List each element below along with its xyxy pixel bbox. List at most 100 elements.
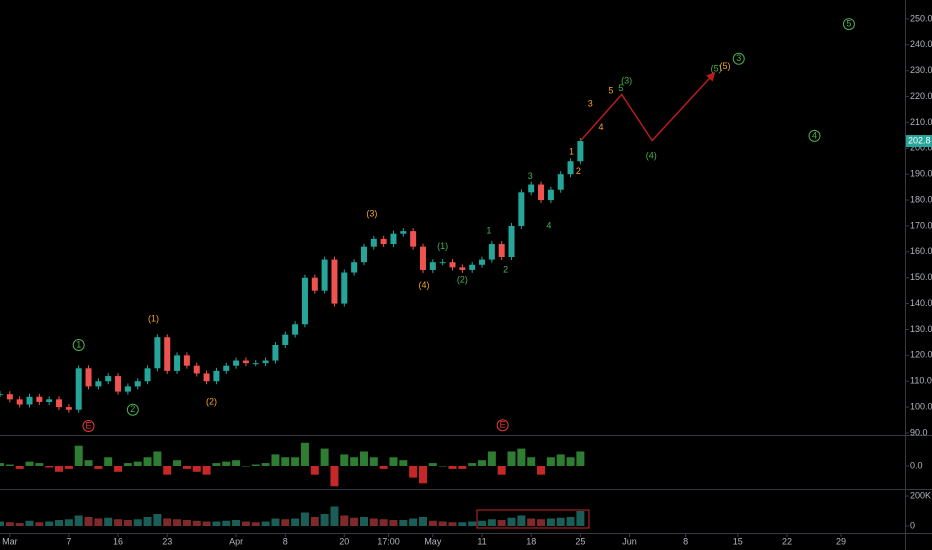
candle: [449, 262, 456, 268]
bar: [537, 465, 546, 475]
y-tick-label: 160.0: [910, 246, 932, 256]
bar: [261, 463, 270, 466]
y-tick-label: 220.0: [910, 91, 932, 101]
bar: [438, 521, 447, 526]
bar: [192, 520, 201, 526]
bar: [497, 520, 506, 526]
candle: [16, 399, 23, 405]
wave-label: 3: [588, 99, 593, 109]
bar: [133, 461, 142, 466]
candle: [0, 394, 3, 396]
bar: [320, 448, 329, 466]
bar: [241, 465, 250, 467]
wave-circle: [72, 339, 85, 352]
wave-label: (4): [646, 150, 657, 160]
bar: [546, 518, 555, 526]
wave-circle: [82, 420, 95, 433]
bar: [222, 520, 231, 526]
candle: [400, 231, 407, 234]
wave-label: 4: [546, 220, 551, 230]
wave-circle: [808, 129, 821, 142]
bar: [517, 448, 526, 466]
bar: [458, 465, 467, 469]
y-tick-label: 240.0: [910, 39, 932, 49]
candle: [321, 259, 328, 291]
bar: [409, 518, 418, 526]
wave-label: 2: [503, 264, 508, 274]
bar: [418, 517, 427, 526]
bar: [163, 465, 172, 475]
bar: [566, 517, 575, 526]
y-tick-label: 170.0: [910, 220, 932, 230]
candle: [488, 244, 495, 260]
bar: [55, 520, 64, 526]
wave-label: 5: [846, 18, 851, 28]
bar: [123, 463, 132, 466]
bar: [487, 451, 496, 466]
bar: [15, 523, 24, 526]
y-tick-label: 190.0: [910, 169, 932, 179]
bar: [438, 465, 447, 467]
candle: [85, 368, 92, 387]
wave-label: 5: [608, 86, 613, 96]
candle: [95, 381, 102, 387]
candle: [203, 373, 210, 382]
candle: [46, 399, 53, 402]
candle: [272, 345, 279, 361]
bar: [35, 463, 44, 466]
bar: [517, 515, 526, 526]
bar: [232, 460, 241, 466]
candle: [518, 192, 525, 226]
candle: [115, 376, 122, 392]
y-tick-label: 90.0: [910, 427, 928, 437]
candle: [508, 225, 515, 258]
bar: [64, 465, 73, 469]
candle: [144, 368, 151, 382]
wave-label: (3): [621, 75, 632, 85]
bar: [25, 461, 34, 466]
x-tick-label: 8: [283, 536, 288, 546]
x-tick-label: Apr: [229, 536, 243, 546]
y-tick-label: 210.0: [910, 117, 932, 127]
bar: [537, 519, 546, 526]
candle: [193, 365, 200, 374]
wave-label: 2: [130, 404, 135, 414]
candle: [360, 246, 367, 263]
wave-label: 4: [599, 122, 604, 132]
wave-label: 3: [528, 171, 533, 181]
wave-label: (2): [457, 275, 468, 285]
bar: [143, 457, 152, 466]
x-tick-label: 7: [66, 536, 71, 546]
x-tick-label: 8: [683, 536, 688, 546]
bar: [251, 522, 260, 526]
bar: [212, 521, 221, 526]
wave-label: (1): [437, 241, 448, 251]
wave-label: 1: [486, 225, 491, 235]
bar: [281, 519, 290, 526]
bar: [468, 521, 477, 526]
bar: [350, 457, 359, 466]
bar: [271, 454, 280, 466]
bar: [409, 465, 418, 478]
bar: [281, 457, 290, 466]
candle: [174, 355, 181, 371]
candle: [6, 394, 13, 400]
y-tick-label: 0: [910, 520, 915, 530]
wave-label: 1: [76, 339, 81, 349]
bar: [212, 463, 221, 466]
bar: [104, 517, 113, 526]
y-tick-label: 110.0: [910, 376, 932, 386]
candle: [351, 262, 358, 273]
x-tick-label: Mar: [2, 536, 18, 546]
bar: [546, 457, 555, 466]
bar: [369, 518, 378, 526]
candle: [124, 386, 131, 392]
candle: [75, 368, 82, 410]
bar: [114, 519, 123, 526]
candle: [311, 277, 318, 291]
wave-label: E: [500, 420, 506, 430]
x-tick-label: 25: [575, 536, 585, 546]
candle: [65, 407, 72, 410]
bar: [5, 522, 14, 526]
bar: [104, 457, 113, 466]
